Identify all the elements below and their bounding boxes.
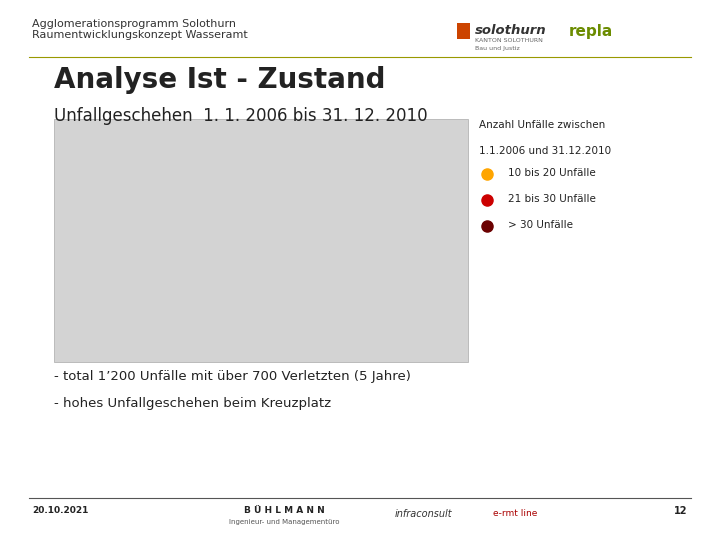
Text: > 30 Unfälle: > 30 Unfälle: [508, 220, 572, 231]
Text: B Ü H L M A N N: B Ü H L M A N N: [244, 506, 325, 515]
Text: e-rmt line: e-rmt line: [493, 509, 538, 518]
Text: 1.1.2006 und 31.12.2010: 1.1.2006 und 31.12.2010: [479, 146, 611, 156]
Text: Anzahl Unfälle zwischen: Anzahl Unfälle zwischen: [479, 120, 605, 130]
Text: Unfallgeschehen  1. 1. 2006 bis 31. 12. 2010: Unfallgeschehen 1. 1. 2006 bis 31. 12. 2…: [54, 107, 428, 125]
Text: repla: repla: [569, 24, 613, 39]
Text: infraconsult: infraconsult: [395, 509, 452, 519]
Text: solothurn: solothurn: [475, 24, 546, 37]
Text: - total 1’200 Unfälle mit über 700 Verletzten (5 Jahre): - total 1’200 Unfälle mit über 700 Verle…: [54, 370, 411, 383]
Text: Ingenieur- und Managementüro: Ingenieur- und Managementüro: [229, 519, 340, 525]
Text: 12: 12: [674, 506, 688, 516]
Text: 20.10.2021: 20.10.2021: [32, 506, 89, 515]
Text: 21 bis 30 Unfälle: 21 bis 30 Unfälle: [508, 194, 595, 205]
Text: Agglomerationsprogramm Solothurn: Agglomerationsprogramm Solothurn: [32, 19, 236, 29]
Text: KANTON SOLOTHURN: KANTON SOLOTHURN: [475, 38, 543, 43]
Text: 10 bis 20 Unfälle: 10 bis 20 Unfälle: [508, 168, 595, 179]
Text: Bau und Justiz: Bau und Justiz: [475, 46, 520, 51]
Text: Analyse Ist - Zustand: Analyse Ist - Zustand: [54, 66, 385, 94]
FancyBboxPatch shape: [457, 23, 470, 39]
Text: Raumentwicklungskonzept Wasseramt: Raumentwicklungskonzept Wasseramt: [32, 30, 248, 40]
FancyBboxPatch shape: [54, 119, 468, 362]
Text: - hohes Unfallgeschehen beim Kreuzplatz: - hohes Unfallgeschehen beim Kreuzplatz: [54, 397, 331, 410]
